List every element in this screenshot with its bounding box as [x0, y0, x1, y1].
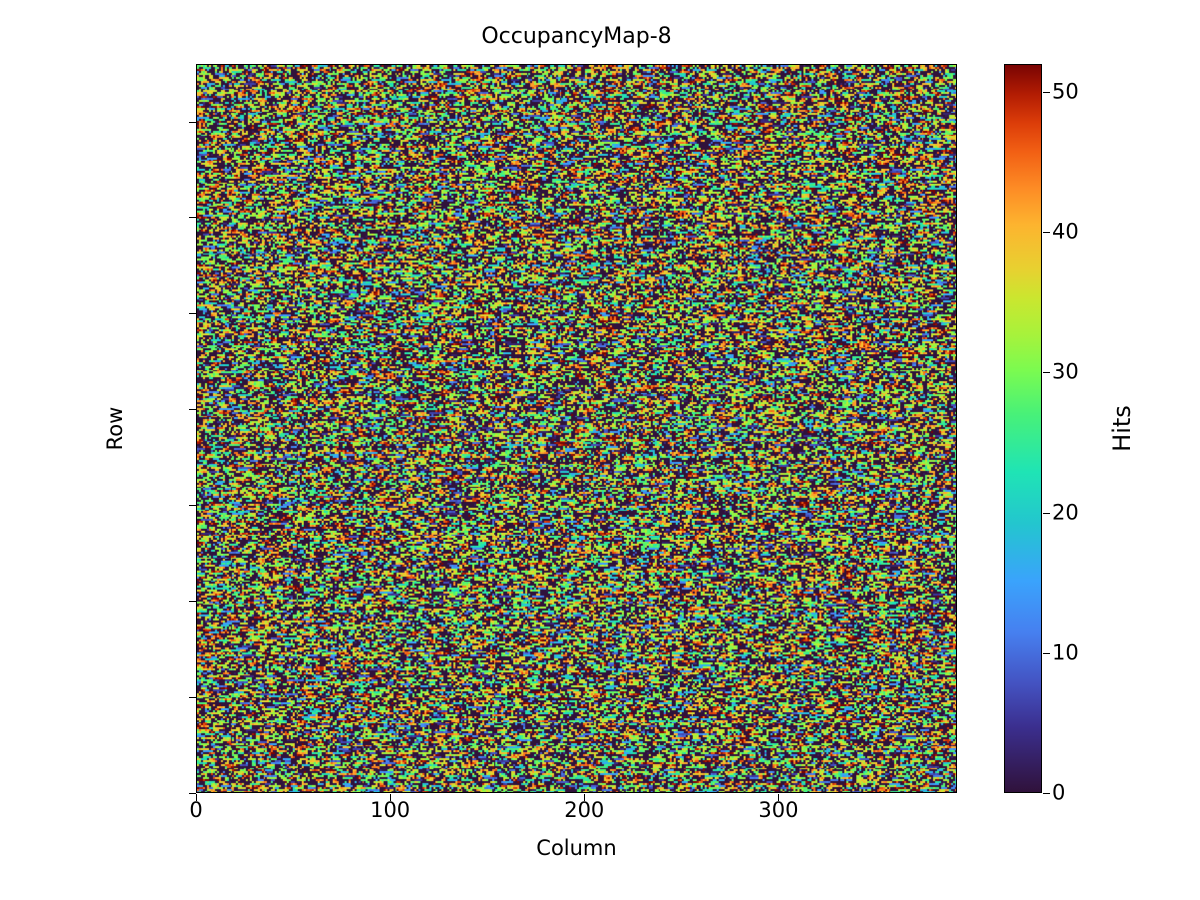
- colorbar-tick-mark: [1043, 372, 1050, 374]
- chart-title: OccupancyMap-8: [481, 24, 672, 49]
- y-tick-mark: [189, 793, 196, 794]
- colorbar: [1004, 64, 1042, 793]
- y-tick-mark: [189, 217, 196, 219]
- colorbar-tick-label: 30: [1052, 359, 1079, 384]
- colorbar-tick-label: 10: [1052, 640, 1079, 665]
- colorbar-tick-mark: [1043, 92, 1050, 94]
- y-tick-mark: [189, 601, 196, 603]
- x-tick-label: 0: [189, 798, 203, 822]
- x-tick-mark: [390, 794, 392, 801]
- colorbar-tick-mark: [1043, 232, 1050, 234]
- x-tick-mark: [196, 794, 197, 801]
- x-tick-label: 200: [564, 798, 605, 822]
- colorbar-tick-label: 40: [1052, 219, 1079, 244]
- colorbar-tick-mark: [1043, 512, 1050, 514]
- y-axis-label: Row: [103, 406, 127, 451]
- colorbar-tick-mark: [1043, 652, 1050, 654]
- x-axis-label: Column: [536, 836, 617, 860]
- colorbar-tick-mark: [1043, 793, 1050, 794]
- colorbar-tick-label: 20: [1052, 500, 1079, 525]
- y-tick-mark: [189, 505, 196, 507]
- colorbar-tick-label: 50: [1052, 79, 1079, 104]
- x-tick-mark: [584, 794, 586, 801]
- y-tick-mark: [189, 697, 196, 699]
- x-tick-mark: [778, 794, 780, 801]
- y-tick-mark: [189, 409, 196, 411]
- heatmap-axes: [196, 64, 957, 793]
- colorbar-tick-label: 0: [1052, 780, 1066, 805]
- heatmap-image: [197, 65, 956, 792]
- colorbar-label: Hits: [1108, 405, 1136, 452]
- x-tick-label: 100: [370, 798, 411, 822]
- y-tick-mark: [189, 313, 196, 315]
- y-tick-mark: [189, 121, 196, 123]
- x-tick-label: 300: [758, 798, 799, 822]
